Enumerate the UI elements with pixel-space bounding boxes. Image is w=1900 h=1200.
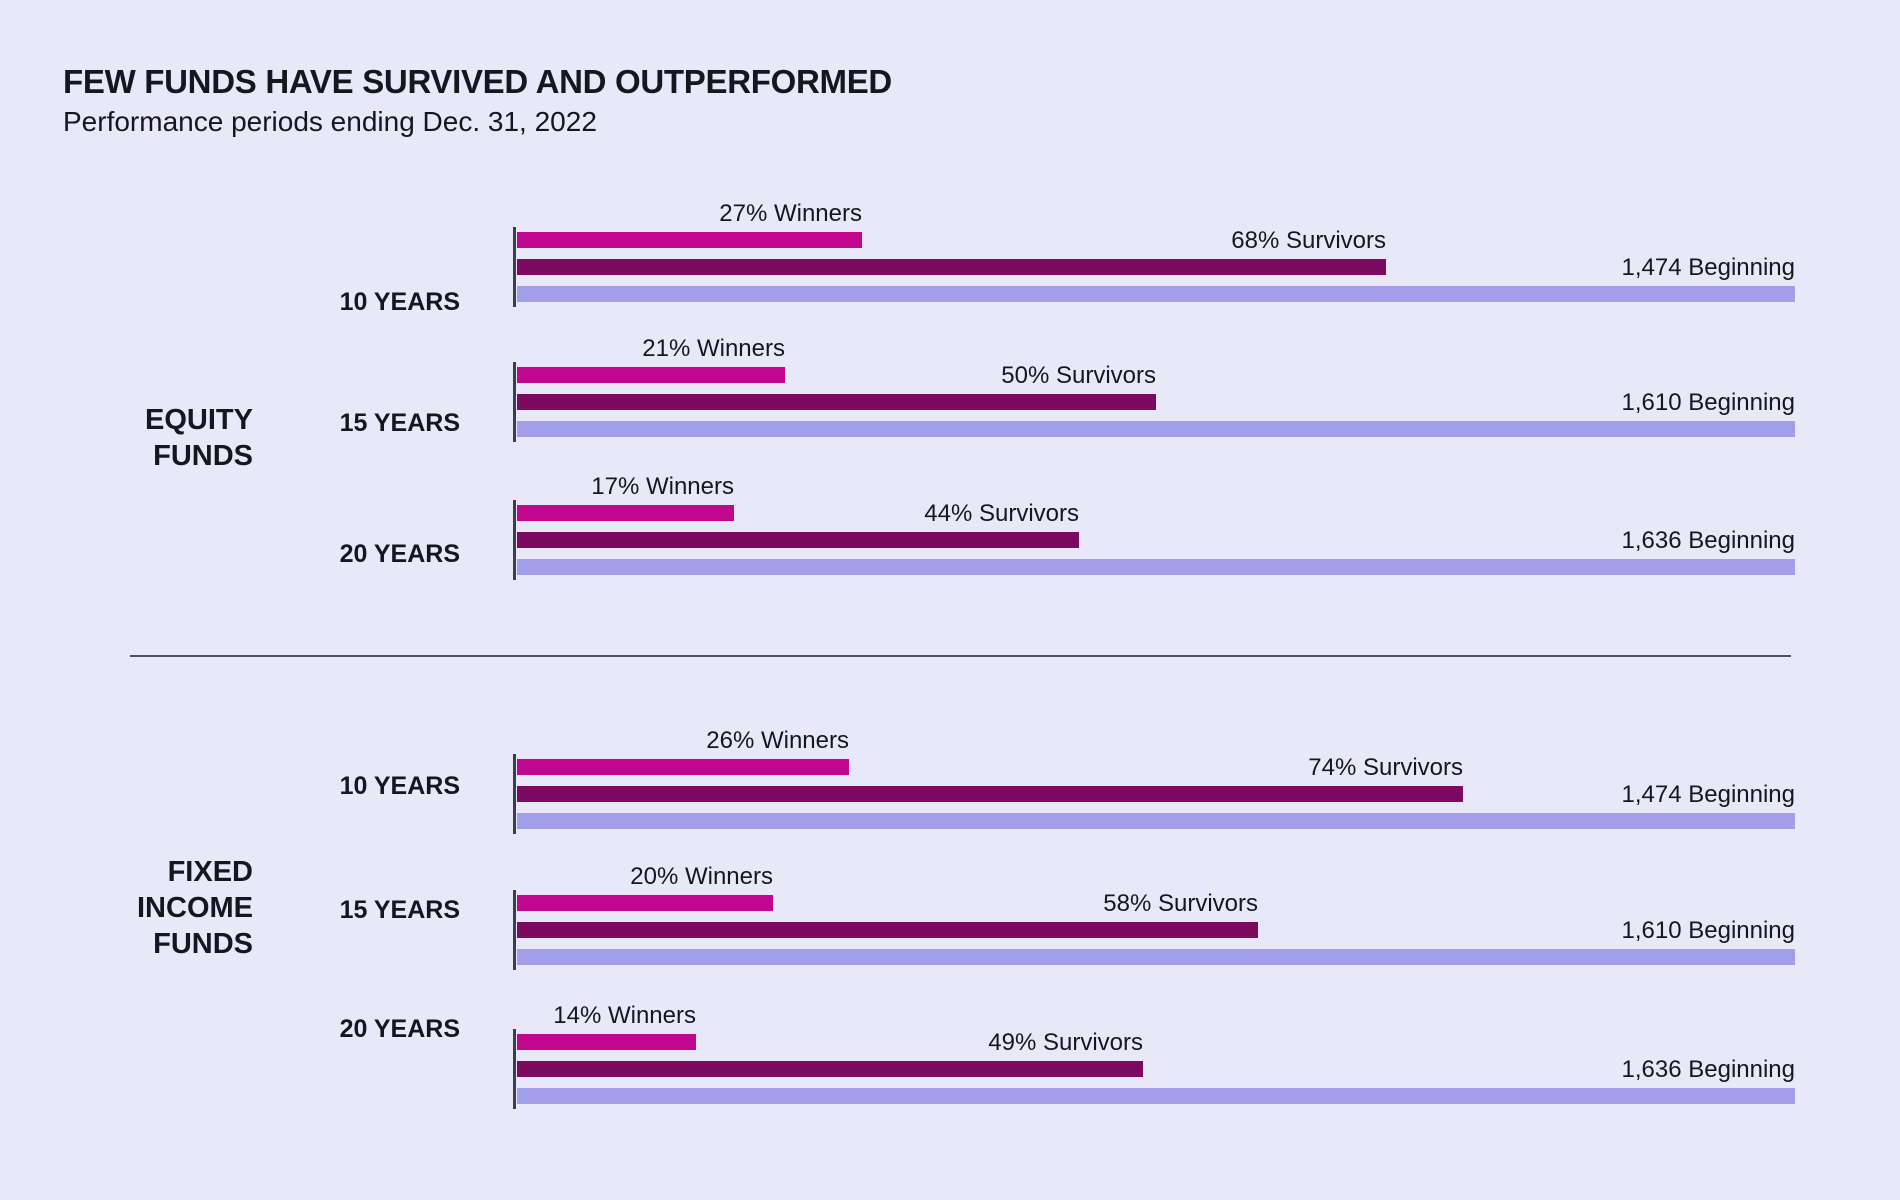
section-label-line: INCOME (137, 892, 253, 924)
survivors-value-label: 49% Survivors (988, 1029, 1143, 1056)
winners-bar (517, 505, 734, 521)
section-label-line: FUNDS (153, 440, 253, 472)
survivors-bar (517, 1061, 1143, 1077)
beginning-bar (517, 949, 1795, 965)
section-label-line: FIXED (167, 856, 253, 888)
survivors-value-label: 44% Survivors (924, 500, 1079, 527)
winners-bar (517, 759, 849, 775)
beginning-value-label: 1,474 Beginning (1621, 254, 1795, 281)
period-label: 20 YEARS (339, 1015, 460, 1043)
section-label-fixed-income-funds: FIXED INCOME FUNDS (137, 854, 253, 962)
survivors-bar (517, 922, 1258, 938)
winners-value-label: 20% Winners (630, 863, 773, 890)
axis-tick (513, 500, 516, 580)
beginning-value-label: 1,636 Beginning (1621, 1056, 1795, 1083)
beginning-bar (517, 286, 1795, 302)
period-label: 20 YEARS (339, 540, 460, 568)
section-divider (130, 655, 1791, 657)
period-label: 10 YEARS (339, 288, 460, 316)
winners-bar (517, 1034, 696, 1050)
winners-value-label: 14% Winners (553, 1002, 696, 1029)
beginning-value-label: 1,610 Beginning (1621, 389, 1795, 416)
winners-value-label: 26% Winners (706, 727, 849, 754)
beginning-bar (517, 421, 1795, 437)
chart-subtitle: Performance periods ending Dec. 31, 2022 (63, 106, 597, 137)
survivors-bar (517, 786, 1463, 802)
survivors-value-label: 68% Survivors (1231, 227, 1386, 254)
axis-tick (513, 1029, 516, 1109)
beginning-bar (517, 813, 1795, 829)
beginning-bar (517, 559, 1795, 575)
beginning-value-label: 1,474 Beginning (1621, 781, 1795, 808)
beginning-bar (517, 1088, 1795, 1104)
axis-tick (513, 227, 516, 307)
survivors-bar (517, 394, 1156, 410)
chart-title: FEW FUNDS HAVE SURVIVED AND OUTPERFORMED (63, 63, 892, 100)
survivors-value-label: 74% Survivors (1308, 754, 1463, 781)
survivors-value-label: 58% Survivors (1103, 890, 1258, 917)
survivors-bar (517, 532, 1079, 548)
winners-value-label: 27% Winners (719, 200, 862, 227)
axis-tick (513, 890, 516, 970)
period-label: 15 YEARS (339, 409, 460, 437)
survivors-bar (517, 259, 1386, 275)
beginning-value-label: 1,610 Beginning (1621, 917, 1795, 944)
axis-tick (513, 754, 516, 834)
beginning-value-label: 1,636 Beginning (1621, 527, 1795, 554)
section-label-line: EQUITY (145, 404, 253, 436)
winners-value-label: 21% Winners (642, 335, 785, 362)
survivors-value-label: 50% Survivors (1001, 362, 1156, 389)
section-label-line: FUNDS (153, 928, 253, 960)
section-label-equity-funds: EQUITY FUNDS (145, 402, 253, 474)
winners-bar (517, 367, 785, 383)
winners-value-label: 17% Winners (591, 473, 734, 500)
winners-bar (517, 232, 862, 248)
period-label: 15 YEARS (339, 896, 460, 924)
winners-bar (517, 895, 773, 911)
axis-tick (513, 362, 516, 442)
period-label: 10 YEARS (339, 772, 460, 800)
